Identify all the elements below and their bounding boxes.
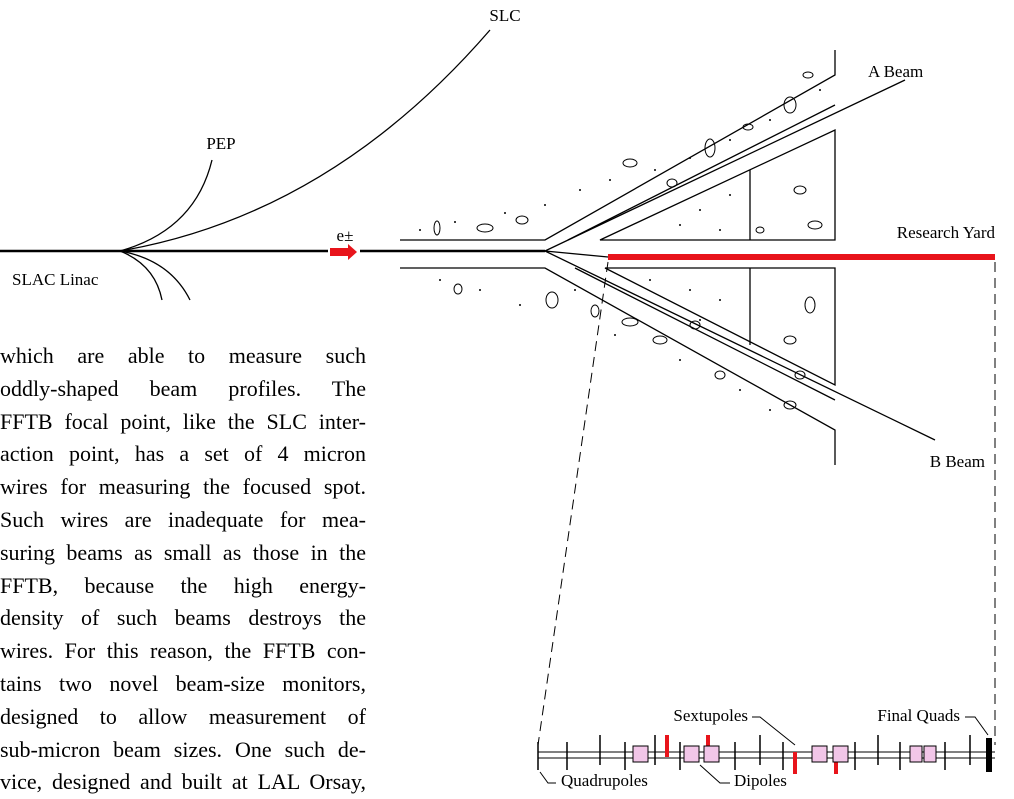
text-line: suring beams as small as those in the (0, 539, 366, 565)
text-line: oddly-shaped beam profiles. The (0, 375, 366, 401)
text-line: wires. For this reason, the FFTB con- (0, 638, 366, 664)
label: Research Yard (897, 223, 996, 242)
paragraph: which are able to measure such oddly-shap… (0, 340, 366, 799)
text-line: tains two novel beam-size monitors, (0, 670, 366, 696)
label: SLAC Linac (12, 270, 99, 289)
zoom-lines (537, 261, 996, 746)
label: Final Quads (877, 706, 960, 725)
shielding (400, 50, 836, 465)
e-arrow (330, 244, 357, 260)
label: B Beam (930, 452, 985, 471)
text-line: Such wires are inadequate for mea- (0, 506, 366, 532)
text-line: which are able to measure such (0, 343, 366, 368)
label: Sextupoles (673, 706, 748, 725)
label: SLC (489, 6, 520, 25)
text-line: action point, has a set of 4 micron (0, 441, 366, 467)
lattice (537, 716, 995, 784)
aggregate (433, 71, 823, 410)
label: Quadrupoles (561, 771, 648, 790)
stipple (419, 89, 821, 411)
label: A Beam (868, 62, 923, 81)
text-line: density of such beams destroys the (0, 605, 366, 631)
text-line: FFTB focal point, like the SLC inter- (0, 408, 366, 434)
text-line: designed to allow measurement of (0, 703, 366, 729)
label: e± (337, 226, 354, 245)
text-line: sub-micron beam sizes. One such de- (0, 736, 366, 762)
label: Dipoles (734, 771, 787, 790)
label: PEP (206, 134, 235, 153)
text-line: FFTB, because the high energy- (0, 572, 366, 598)
text-line: wires for measuring the focused spot. (0, 474, 366, 500)
beamlines (0, 29, 936, 441)
text-line: vice, designed and built at LAL Orsay, (0, 769, 366, 795)
